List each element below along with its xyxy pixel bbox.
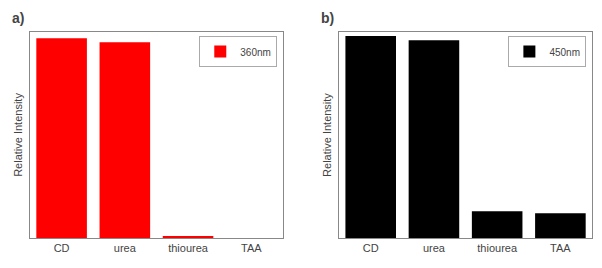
svg-text:TAA: TAA — [241, 242, 262, 254]
svg-text:thiourea: thiourea — [168, 242, 209, 254]
svg-text:Relative Intensity: Relative Intensity — [321, 93, 333, 177]
svg-text:urea: urea — [114, 242, 137, 254]
svg-text:Relative Intensity: Relative Intensity — [12, 93, 24, 177]
svg-text:360nm: 360nm — [240, 47, 271, 58]
svg-text:b): b) — [321, 10, 334, 26]
svg-text:a): a) — [12, 10, 24, 26]
svg-text:thiourea: thiourea — [477, 242, 518, 254]
svg-text:CD: CD — [54, 242, 70, 254]
svg-text:450nm: 450nm — [549, 47, 580, 58]
svg-text:CD: CD — [363, 242, 379, 254]
svg-text:urea: urea — [423, 242, 446, 254]
svg-text:TAA: TAA — [550, 242, 571, 254]
